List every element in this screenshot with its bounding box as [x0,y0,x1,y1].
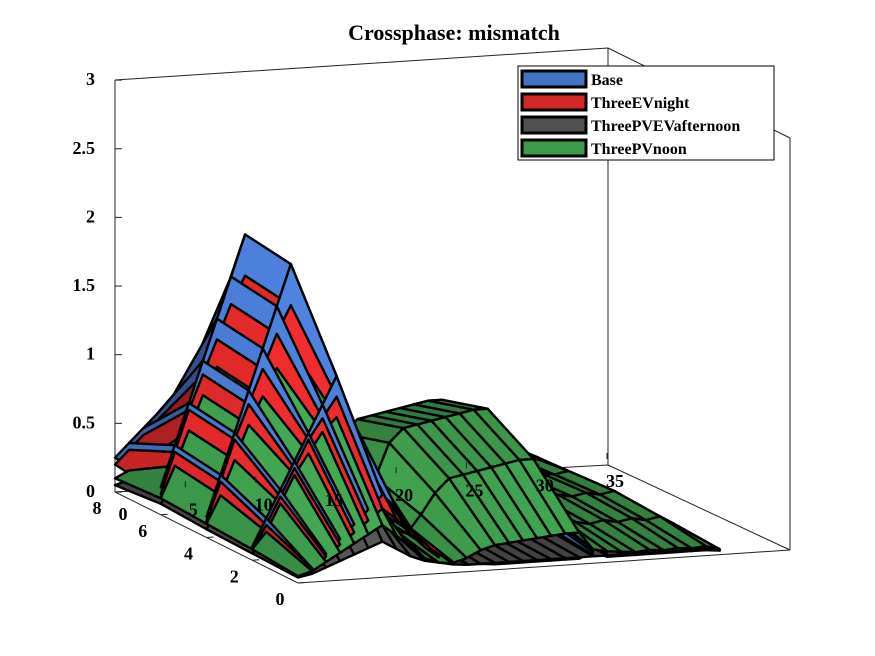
z-tick-label: 2 [86,206,95,226]
legend-item-threepvnoon: ThreePVnoon [520,138,687,158]
legend-label-threepvnoon: ThreePVnoon [591,141,687,158]
z-tick-label: 2.5 [73,138,96,158]
z-tick-label: 0 [86,481,95,501]
legend-swatch-threepvnoon [520,138,588,158]
x-tick-label: 15 [325,490,343,510]
x-tick-label: 10 [255,495,273,515]
surface-plot-area [113,233,721,579]
y-tick-label: 8 [93,498,102,518]
axis-back-top-edge [114,47,609,81]
y-tick-mark [252,559,260,561]
y-tick-mark [297,582,306,584]
legend-item-base: Base [520,69,623,89]
x-tick-label: 30 [536,476,554,496]
legend-label-threepvevafternoon: ThreePVEVafternoon [591,118,740,135]
legend: Base ThreeEVnight ThreePVEVafternoon Thr… [517,65,775,161]
x-tick-label: 35 [606,471,624,491]
chart-title: Crossphase: mismatch [348,20,560,45]
y-tick-mark [160,513,168,516]
legend-swatch-base [520,69,588,89]
y-tick-mark [206,536,214,538]
legend-label-threeevnight: ThreeEVnight [591,95,690,112]
y-tick-label: 6 [138,521,147,541]
y-tick-label: 2 [230,566,239,586]
axis-right-floor-edge [607,464,791,551]
y-tick-label: 4 [184,544,193,564]
x-tick-label: 5 [189,499,198,519]
legend-label-base: Base [591,72,623,89]
x-axis-line [297,549,791,584]
x-tick-label: 25 [465,480,483,500]
z-tick-label: 0.5 [73,412,96,432]
legend-swatch-threeevnight [520,92,588,112]
y-tick-label: 0 [276,589,285,609]
x-tick-label: 20 [395,485,413,505]
legend-item-threeevnight: ThreeEVnight [520,92,690,112]
z-tick-label: 1.5 [73,275,96,295]
z-tick-label: 3 [86,69,95,89]
surface-patch-threepvnoon [251,530,314,578]
legend-item-threepvevafternoon: ThreePVEVafternoon [520,115,740,135]
z-tick-label: 1 [86,344,95,364]
legend-swatch-threepvevafternoon [520,115,588,135]
x-tick-label: 0 [119,504,128,524]
